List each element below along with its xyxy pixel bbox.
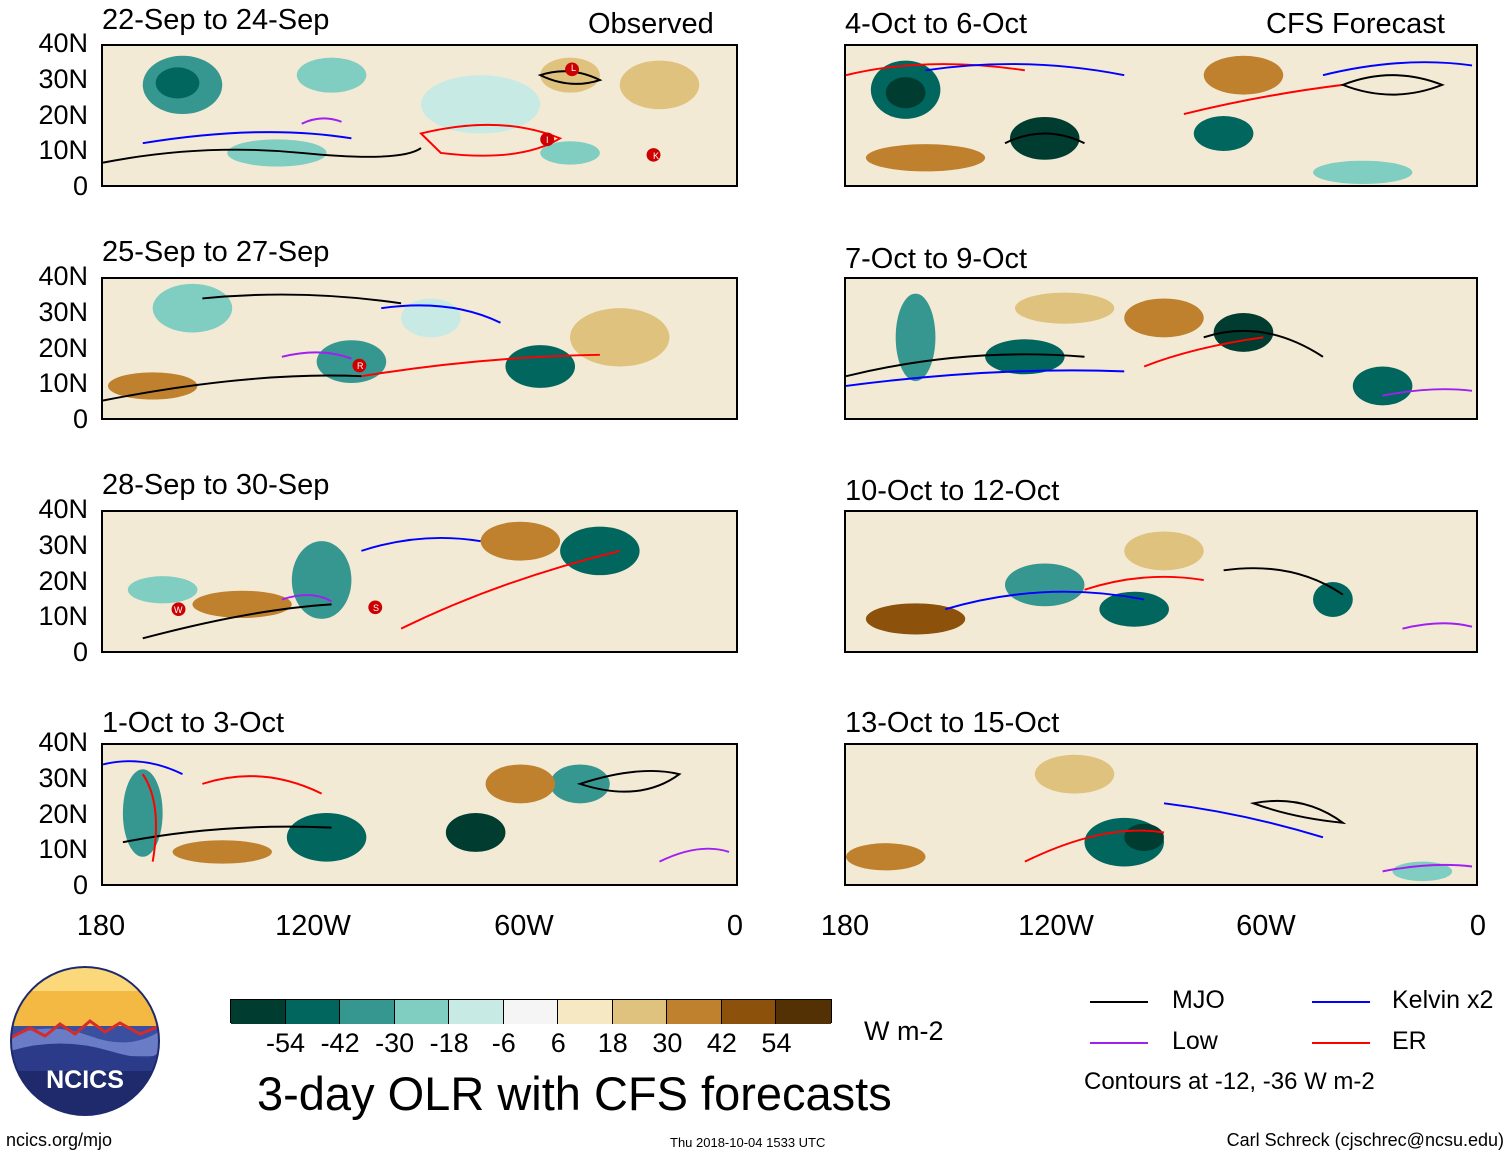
colorbar-tick: 6 bbox=[550, 1028, 566, 1058]
lat-label-row1-0: 40N bbox=[38, 28, 88, 58]
ncics-logo-text: NCICS bbox=[46, 1066, 124, 1094]
map-observed-4 bbox=[101, 743, 738, 886]
colorbar bbox=[230, 999, 832, 1024]
lat-label-row1-1: 30N bbox=[38, 63, 88, 94]
lon-label-fc-0: 0 bbox=[1469, 910, 1487, 942]
colorbar-swatch bbox=[449, 1000, 504, 1024]
footer-credit: Carl Schreck (cjschrec@ncsu.edu) bbox=[1226, 1130, 1504, 1150]
main-title: 3-day OLR with CFS forecasts bbox=[257, 1067, 892, 1120]
legend-line-kelvin bbox=[1312, 1001, 1370, 1003]
panel-title-fc-2: 7-Oct to 9-Oct bbox=[845, 243, 1028, 275]
legend-label-kelvin: Kelvin x2 bbox=[1392, 986, 1494, 1014]
colorbar-swatch bbox=[285, 1000, 341, 1024]
lat-label-row1-3: 10N bbox=[38, 135, 88, 166]
legend-line-er bbox=[1312, 1042, 1370, 1044]
colorbar-tick: -54 bbox=[266, 1028, 306, 1058]
panel-title-fc-4: 13-Oct to 15-Oct bbox=[845, 707, 1060, 739]
map-observed-2: R bbox=[101, 277, 738, 420]
lat-label-row2-0: 40N bbox=[38, 261, 88, 291]
lat-label-row3-2: 20N bbox=[38, 565, 88, 596]
storm-marker-K: K bbox=[653, 151, 660, 161]
colorbar-unit: W m-2 bbox=[864, 1016, 944, 1046]
colorbar-tick: -18 bbox=[429, 1028, 469, 1058]
lon-label-obs-0: 0 bbox=[726, 910, 744, 942]
legend-line-low bbox=[1090, 1042, 1148, 1044]
panel-title-obs-3: 28-Sep to 30-Sep bbox=[102, 469, 330, 501]
map-observed-1: L I K bbox=[101, 44, 738, 187]
legend-label-low: Low bbox=[1172, 1027, 1218, 1055]
colorbar-tick: -42 bbox=[320, 1028, 360, 1058]
lon-label-obs-120w: 120W bbox=[275, 910, 351, 942]
observed-header: Observed bbox=[588, 8, 714, 40]
panel-title-fc-3: 10-Oct to 12-Oct bbox=[845, 475, 1060, 507]
storm-marker-L: L bbox=[571, 63, 577, 73]
colorbar-tick: -30 bbox=[375, 1028, 415, 1058]
footer-timestamp: Thu 2018-10-04 1533 UTC bbox=[670, 1135, 826, 1150]
forecast-header: CFS Forecast bbox=[1266, 8, 1445, 40]
lon-label-fc-180: 180 bbox=[820, 910, 870, 942]
ncics-logo: NCICS bbox=[10, 966, 160, 1116]
storm-marker-R: R bbox=[357, 361, 364, 371]
colorbar-swatch bbox=[503, 1000, 559, 1024]
lat-label-row4-3: 10N bbox=[38, 834, 88, 865]
colorbar-tick: 18 bbox=[597, 1028, 628, 1058]
legend-label-mjo: MJO bbox=[1172, 986, 1225, 1014]
map-observed-3: W S bbox=[101, 510, 738, 653]
map-forecast-1 bbox=[844, 44, 1478, 187]
colorbar-swatch bbox=[612, 1000, 668, 1024]
storm-marker-I: I bbox=[546, 135, 549, 145]
lat-label-row2-2: 20N bbox=[38, 332, 88, 363]
legend-label-er: ER bbox=[1392, 1027, 1427, 1055]
lat-label-row4-2: 20N bbox=[38, 798, 88, 829]
lat-label-row3-4: 0 bbox=[72, 637, 88, 667]
map-forecast-4 bbox=[844, 743, 1478, 886]
lat-label-row2-4: 0 bbox=[72, 404, 88, 434]
map-forecast-3 bbox=[844, 510, 1478, 653]
panel-title-obs-4: 1-Oct to 3-Oct bbox=[102, 707, 285, 739]
lat-label-row4-1: 30N bbox=[38, 762, 88, 793]
colorbar-swatch bbox=[558, 1000, 613, 1024]
colorbar-swatch bbox=[776, 1000, 831, 1024]
lat-label-row1-4: 0 bbox=[72, 171, 88, 201]
legend-line-mjo bbox=[1090, 1001, 1148, 1003]
lon-label-obs-180: 180 bbox=[76, 910, 126, 942]
panel-title-obs-1: 22-Sep to 24-Sep bbox=[102, 4, 330, 36]
legend-contour-note: Contours at -12, -36 W m-2 bbox=[1084, 1068, 1375, 1095]
storm-marker-S: S bbox=[373, 603, 380, 613]
lat-label-row2-1: 30N bbox=[38, 296, 88, 327]
colorbar-swatch bbox=[340, 1000, 395, 1024]
colorbar-swatch bbox=[394, 1000, 450, 1024]
colorbar-tick: 54 bbox=[761, 1028, 792, 1058]
colorbar-tick: -6 bbox=[491, 1028, 516, 1058]
colorbar-tick: 42 bbox=[706, 1028, 737, 1058]
panel-title-fc-1: 4-Oct to 6-Oct bbox=[845, 8, 1028, 40]
lat-label-row3-1: 30N bbox=[38, 529, 88, 560]
lon-label-fc-120w: 120W bbox=[1018, 910, 1094, 942]
colorbar-swatch bbox=[721, 1000, 777, 1024]
lat-label-row2-3: 10N bbox=[38, 368, 88, 399]
colorbar-tick: 30 bbox=[652, 1028, 683, 1058]
lat-label-row4-0: 40N bbox=[38, 727, 88, 757]
lon-label-fc-60w: 60W bbox=[1236, 910, 1296, 942]
colorbar-swatch bbox=[667, 1000, 722, 1024]
map-forecast-2 bbox=[844, 277, 1478, 420]
lon-label-obs-60w: 60W bbox=[494, 910, 554, 942]
storm-marker-W: W bbox=[174, 605, 183, 615]
lat-label-row3-0: 40N bbox=[38, 494, 88, 524]
lat-label-row1-2: 20N bbox=[38, 99, 88, 130]
lat-label-row4-4: 0 bbox=[72, 870, 88, 900]
lat-label-row3-3: 10N bbox=[38, 601, 88, 632]
footer-website: ncics.org/mjo bbox=[6, 1130, 113, 1150]
colorbar-swatch bbox=[231, 1000, 286, 1024]
panel-title-obs-2: 25-Sep to 27-Sep bbox=[102, 236, 330, 268]
